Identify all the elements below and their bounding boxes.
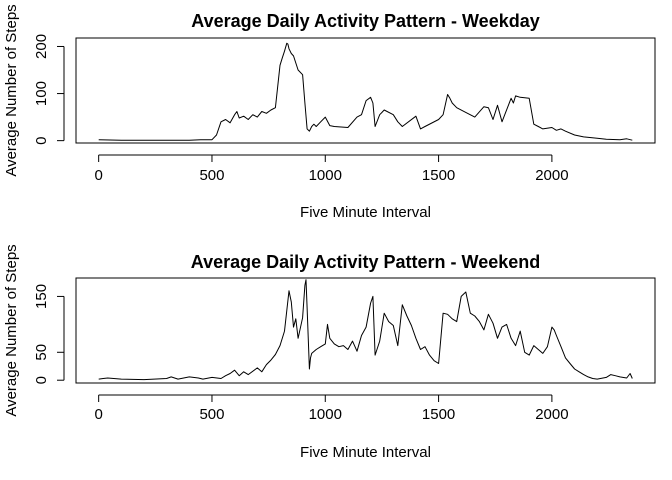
weekday-x-axis-label: Five Minute Interval <box>300 204 431 221</box>
weekday-x-tick-label: 500 <box>199 167 224 184</box>
weekend-x-axis: 0 500 1000 1500 2000 <box>94 394 569 423</box>
weekend-y-axis-label: Average Number of Steps <box>3 244 20 416</box>
weekend-x-tick-label: 1000 <box>309 406 342 423</box>
weekend-plot-frame <box>75 277 656 384</box>
weekday-x-tick-label: 1500 <box>422 167 455 184</box>
weekday-x-axis: 0 500 1000 1500 2000 <box>94 154 569 184</box>
weekday-y-tick-label: 100 <box>33 81 50 106</box>
weekday-series-line <box>98 42 633 141</box>
weekend-x-tick-label: 500 <box>199 406 224 423</box>
weekend-x-tick-label: 0 <box>94 406 102 423</box>
weekday-x-tick-label: 2000 <box>535 167 568 184</box>
weekday-chart-title: Average Daily Activity Pattern - Weekday <box>191 11 539 31</box>
weekend-y-tick-label: 50 <box>33 344 50 361</box>
weekend-x-axis-label: Five Minute Interval <box>300 444 431 461</box>
weekday-y-tick-label: 0 <box>33 136 50 144</box>
weekend-y-tick-label: 150 <box>33 284 50 309</box>
weekday-x-tick-label: 0 <box>94 167 102 184</box>
weekday-y-axis-label: Average Number of Steps <box>3 4 20 176</box>
weekday-y-axis: 0 100 200 <box>33 34 65 145</box>
weekend-x-tick-label: 1500 <box>422 406 455 423</box>
weekend-chart-title: Average Daily Activity Pattern - Weekend <box>191 252 540 272</box>
weekend-y-tick-label: 0 <box>33 376 50 384</box>
weekday-x-tick-label: 1000 <box>309 167 342 184</box>
weekday-y-tick-label: 200 <box>33 34 50 59</box>
weekend-x-tick-label: 2000 <box>535 406 568 423</box>
weekday-plot-frame <box>75 37 656 144</box>
weekday-panel: Average Daily Activity Pattern - Weekday… <box>3 4 656 221</box>
weekend-y-axis: 0 50 150 <box>33 284 65 384</box>
weekend-series-line <box>98 279 633 381</box>
weekend-panel: Average Daily Activity Pattern - Weekend… <box>3 244 656 461</box>
